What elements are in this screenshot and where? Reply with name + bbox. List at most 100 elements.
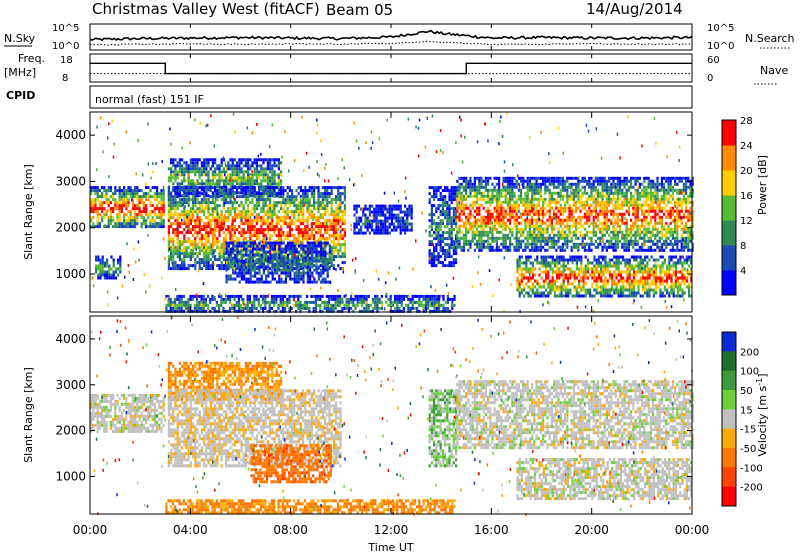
power-cell xyxy=(106,270,109,274)
power-cell xyxy=(317,186,320,190)
power-cell xyxy=(229,237,232,241)
power-cell xyxy=(134,219,137,223)
power-cell xyxy=(310,204,313,208)
power-cell xyxy=(533,236,536,240)
power-cell xyxy=(428,249,431,253)
power-cell xyxy=(588,176,591,180)
power-cell xyxy=(297,240,300,244)
power-cell xyxy=(127,186,130,190)
power-cell xyxy=(174,228,177,232)
power-cell xyxy=(634,179,637,183)
power-cell xyxy=(520,227,523,231)
power-cell xyxy=(236,250,239,254)
power-cell xyxy=(375,231,378,235)
power-cell xyxy=(630,203,633,207)
power-cell xyxy=(531,233,534,237)
power-cell xyxy=(332,225,335,229)
power-cell xyxy=(198,173,201,177)
power-cell xyxy=(368,219,371,223)
power-cell xyxy=(287,244,290,248)
power-cell xyxy=(520,179,523,183)
power-cell xyxy=(255,179,258,183)
power-cell xyxy=(178,246,181,250)
power-cell xyxy=(339,210,342,214)
power-cell xyxy=(280,225,283,229)
power-cell xyxy=(462,206,465,210)
power-cell xyxy=(437,231,440,235)
power-cell xyxy=(517,221,520,225)
power-cell xyxy=(437,252,440,256)
power-cell xyxy=(476,200,479,204)
power-cell xyxy=(612,230,615,234)
power-cell xyxy=(211,195,214,199)
power-cell xyxy=(222,170,225,174)
power-cell xyxy=(568,212,571,216)
power-cell xyxy=(156,189,159,193)
power-cell xyxy=(253,204,256,208)
power-cell xyxy=(299,219,302,223)
power-cell xyxy=(222,258,225,262)
power-cell xyxy=(112,198,115,202)
power-cell xyxy=(185,231,188,235)
power-cell xyxy=(579,200,582,204)
power-cell xyxy=(328,256,331,260)
power-cell xyxy=(621,191,624,195)
power-cell xyxy=(522,248,525,252)
power-cell xyxy=(198,167,201,171)
power-cell xyxy=(487,179,490,183)
power-cell xyxy=(295,277,298,281)
power-cell xyxy=(614,230,617,234)
power-cell xyxy=(330,234,333,238)
power-cell xyxy=(101,210,104,214)
power-cell xyxy=(160,195,163,199)
power-cell xyxy=(170,255,173,259)
power-cell xyxy=(570,182,573,186)
power-cell xyxy=(455,261,458,265)
power-cell xyxy=(269,247,272,251)
power-cell xyxy=(167,228,170,232)
power-cell xyxy=(632,176,635,180)
power-cell xyxy=(343,198,346,202)
power-cell xyxy=(170,207,173,211)
power-cell xyxy=(570,215,573,219)
power-cell xyxy=(625,200,628,204)
power-cell xyxy=(232,268,235,272)
power-cell xyxy=(118,189,121,193)
power-cell xyxy=(313,207,316,211)
power-cell xyxy=(183,170,186,174)
power-cell xyxy=(178,186,181,190)
power-cell xyxy=(240,256,243,260)
power-cell xyxy=(247,167,250,171)
power-cell xyxy=(258,277,261,281)
power-cell xyxy=(553,185,556,189)
power-cell xyxy=(469,203,472,207)
power-cell xyxy=(446,207,449,211)
power-cell xyxy=(458,191,461,195)
power-cell xyxy=(579,230,582,234)
power-cell xyxy=(189,228,192,232)
power-cell xyxy=(127,225,130,229)
power-cell xyxy=(638,224,641,228)
power-cell xyxy=(500,209,503,213)
power-cell xyxy=(275,222,278,226)
power-cell xyxy=(520,242,523,246)
power-cell xyxy=(452,186,455,190)
power-cell xyxy=(487,236,490,240)
power-cell xyxy=(218,258,221,262)
power-cell xyxy=(176,186,179,190)
power-cell xyxy=(200,182,203,186)
power-cell xyxy=(509,230,512,234)
power-cell xyxy=(118,213,121,217)
power-cell xyxy=(476,218,479,222)
power-cell xyxy=(564,248,567,252)
power-cell xyxy=(229,173,232,177)
power-cell xyxy=(373,213,376,217)
power-cell xyxy=(625,176,628,180)
power-cell xyxy=(471,206,474,210)
power-cell xyxy=(444,198,447,202)
power-cell xyxy=(509,236,512,240)
power-cell xyxy=(601,212,604,216)
power-cell xyxy=(247,249,250,253)
power-cell xyxy=(255,216,258,220)
power-cell xyxy=(295,219,298,223)
